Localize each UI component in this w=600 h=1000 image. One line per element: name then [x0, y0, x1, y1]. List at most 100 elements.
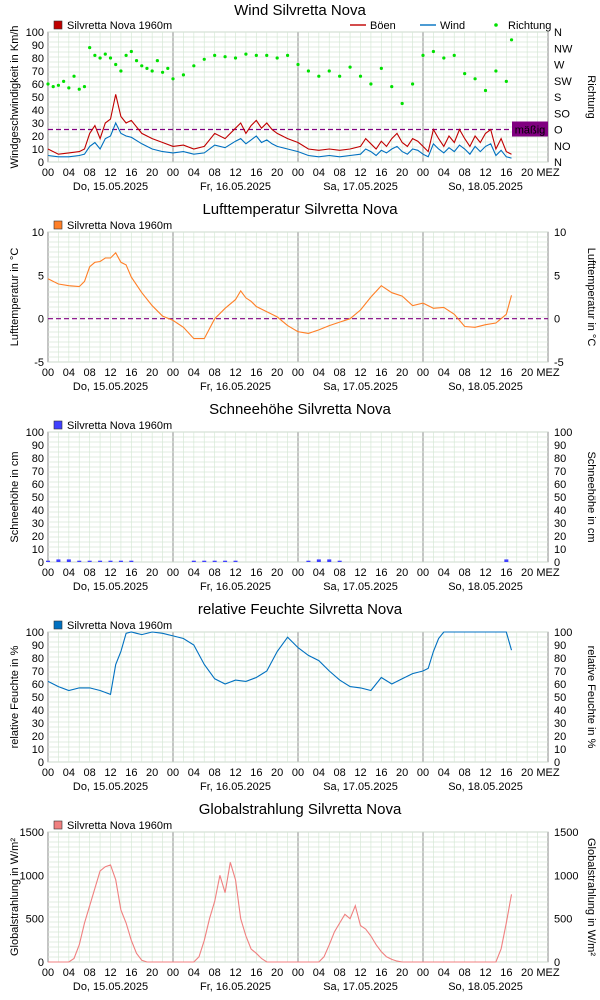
x-tick-label: 20: [146, 567, 158, 579]
x-tick-label: 16: [250, 567, 262, 579]
y-tick-label: 50: [32, 92, 44, 104]
y-tick-label-right: 100: [554, 427, 572, 439]
data-point: [509, 38, 514, 42]
data-point: [192, 64, 196, 68]
x-tick-label: 16: [500, 567, 512, 579]
x-tick-label: 16: [125, 767, 137, 779]
x-tick-label: 20: [146, 967, 158, 979]
x-tick-label: 16: [375, 567, 387, 579]
x-tick-label: 12: [479, 967, 491, 979]
x-tick-label: 04: [188, 367, 200, 379]
x-tick-label: 04: [313, 567, 325, 579]
x-tick-label: 04: [313, 967, 325, 979]
data-point: [77, 87, 81, 91]
x-tick-label: 04: [438, 367, 450, 379]
x-tick-label: 16: [250, 967, 262, 979]
data-point: [134, 59, 139, 63]
y-tick-label: 80: [32, 53, 44, 65]
station-legend-swatch: [53, 820, 63, 830]
data-point: [56, 83, 61, 87]
chart-title: Schneehöhe Silvretta Nova: [209, 401, 391, 418]
y-tick-label-right: 0: [554, 757, 560, 769]
y-tick-label: 500: [26, 914, 44, 926]
y-tick-label-right: 20: [554, 531, 566, 543]
x-tick-label: 00: [42, 967, 54, 979]
x-tick-label: 04: [63, 367, 75, 379]
y-tick-label: 0: [38, 957, 44, 969]
y-tick-label: 50: [32, 492, 44, 504]
x-tick-label: 08: [209, 367, 221, 379]
bar: [56, 559, 61, 562]
x-tick-label: 20: [271, 767, 283, 779]
x-tick-label: 04: [188, 167, 200, 179]
x-tick-label: 08: [334, 967, 346, 979]
y-tick-label-right: 80: [554, 653, 566, 665]
y-tick-label: 100: [26, 427, 44, 439]
day-label: So, 18.05.2025: [448, 981, 523, 993]
bar: [337, 560, 342, 562]
y-tick-label: 5: [38, 270, 44, 282]
x-tick-label: 00: [167, 767, 179, 779]
x-tick-label: 16: [500, 167, 512, 179]
bar: [504, 559, 509, 562]
x-tick-label: 12: [229, 167, 241, 179]
y-tick-label: 1500: [20, 827, 44, 839]
y-tick-label: 0: [38, 157, 44, 169]
x-tick-label: 00: [292, 967, 304, 979]
y-tick-label-right: 5: [554, 270, 560, 282]
day-label: Sa, 17.05.2025: [323, 381, 398, 393]
x-tick-label: 12: [479, 167, 491, 179]
x-tick-label: 08: [459, 767, 471, 779]
data-point: [72, 74, 76, 78]
x-tick-label: 04: [63, 567, 75, 579]
station-legend-swatch: [53, 620, 63, 630]
x-tick-label: 12: [354, 167, 366, 179]
x-tick-label: 12: [229, 567, 241, 579]
x-tick-label: 20: [396, 767, 408, 779]
bar: [316, 559, 321, 562]
bar: [98, 560, 103, 562]
data-point: [140, 64, 144, 68]
x-tick-label: 12: [479, 367, 491, 379]
x-tick-label: 20: [271, 167, 283, 179]
day-label: Fr, 16.05.2025: [200, 781, 271, 793]
x-tick-label: 04: [438, 167, 450, 179]
x-tick-label: 00: [42, 767, 54, 779]
data-point: [233, 56, 238, 60]
y-tick-label-right: 70: [554, 466, 566, 478]
data-point: [400, 101, 404, 106]
bar: [46, 560, 50, 562]
bar: [77, 560, 82, 562]
x-tick-label: 04: [438, 767, 450, 779]
y-tick-label-right: 30: [554, 718, 566, 730]
direction-tick-label: NO: [554, 141, 571, 153]
x-tick-label: 12: [354, 567, 366, 579]
data-point: [129, 49, 133, 54]
x-tick-label: 04: [438, 567, 450, 579]
x-tick-label: 20: [521, 167, 533, 179]
y-tick-label-right: 20: [554, 731, 566, 743]
bar: [202, 560, 207, 562]
data-point: [421, 53, 425, 58]
x-tick-label: 20: [146, 367, 158, 379]
data-point: [296, 62, 300, 67]
data-point: [166, 66, 170, 70]
x-tick-label: 12: [104, 767, 116, 779]
data-point: [369, 82, 373, 86]
day-label: Fr, 16.05.2025: [200, 381, 271, 393]
x-tick-label: 20: [271, 567, 283, 579]
data-point: [317, 74, 321, 78]
bar: [118, 560, 123, 562]
series-line: [47, 94, 512, 155]
data-point: [410, 82, 415, 86]
day-label: Sa, 17.05.2025: [323, 581, 398, 593]
bar: [212, 560, 217, 562]
y-tick-label-right: 1000: [554, 870, 578, 882]
y-axis-label: relative Feuchte in %: [9, 645, 21, 748]
y-tick-label: 60: [32, 79, 44, 91]
x-tick-label: 08: [334, 567, 346, 579]
x-tick-label: 00: [42, 567, 54, 579]
direction-tick-label: NW: [554, 43, 573, 55]
data-point: [62, 79, 66, 83]
x-tick-label: 20: [521, 567, 533, 579]
